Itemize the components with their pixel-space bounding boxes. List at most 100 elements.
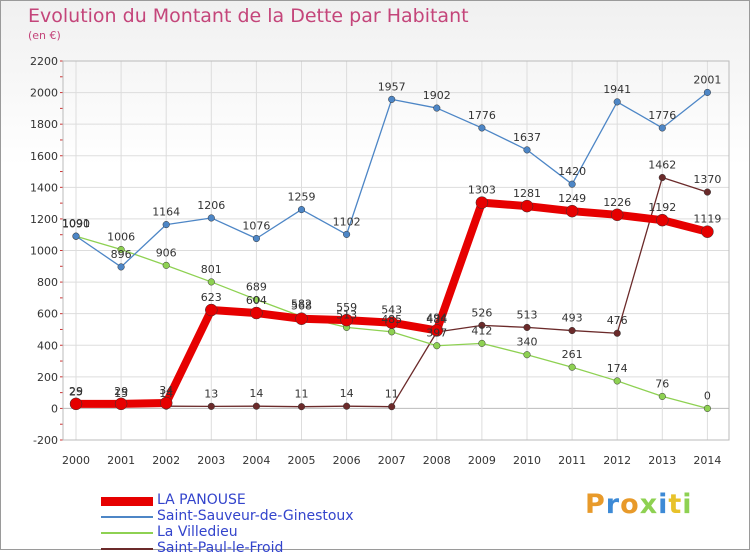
data-label: 13 <box>204 387 218 400</box>
data-point <box>703 188 711 196</box>
data-point <box>520 199 534 213</box>
data-label: 1303 <box>468 184 496 197</box>
data-label: 1006 <box>107 231 135 244</box>
data-point <box>207 402 215 410</box>
data-label: 623 <box>201 291 222 304</box>
data-label: 1102 <box>333 215 361 228</box>
data-label: 29 <box>69 385 83 398</box>
data-label: 1776 <box>468 109 496 122</box>
x-tick-label: 2006 <box>333 454 361 467</box>
y-tick-label: 1800 <box>30 118 58 131</box>
data-label: 0 <box>704 389 711 402</box>
data-point <box>478 124 486 132</box>
x-tick-label: 2003 <box>197 454 225 467</box>
data-label: 1902 <box>423 89 451 102</box>
data-point <box>613 98 621 106</box>
data-label: 1090 <box>62 217 90 230</box>
data-point <box>610 208 624 222</box>
x-tick-label: 2014 <box>693 454 721 467</box>
data-label: 1206 <box>197 199 225 212</box>
legend-swatch <box>101 548 153 550</box>
data-label: 493 <box>562 312 583 325</box>
legend-label: Saint-Sauveur-de-Ginestoux <box>157 508 354 524</box>
x-tick-label: 2001 <box>107 454 135 467</box>
data-label: 689 <box>246 281 267 294</box>
y-tick-label: 2200 <box>30 55 58 68</box>
data-point <box>568 327 576 335</box>
x-tick-label: 2000 <box>62 454 90 467</box>
chart-subtitle: (en €) <box>28 29 61 42</box>
data-label: 261 <box>562 348 583 361</box>
data-label: 801 <box>201 263 222 276</box>
data-point <box>295 312 308 325</box>
data-label: 1420 <box>558 165 586 178</box>
data-point <box>658 392 666 400</box>
data-point <box>475 196 489 209</box>
data-label: 14 <box>249 387 263 400</box>
data-label: 543 <box>381 304 402 317</box>
data-label: 1957 <box>378 80 406 93</box>
proxiti-logo: Proxiti <box>585 489 693 520</box>
x-tick-label: 2009 <box>468 454 496 467</box>
y-tick-label: 600 <box>37 308 58 321</box>
data-label: 1637 <box>513 131 541 144</box>
data-label: 1226 <box>603 196 631 209</box>
x-tick-label: 2007 <box>378 454 406 467</box>
data-point <box>388 403 396 411</box>
data-label: 1941 <box>603 83 631 96</box>
y-tick-label: 1200 <box>30 213 58 226</box>
data-label: 1776 <box>648 109 676 122</box>
data-point <box>568 363 576 371</box>
data-point <box>523 323 531 331</box>
x-tick-label: 2005 <box>288 454 316 467</box>
data-label: 485 <box>381 313 402 326</box>
data-label: 14 <box>340 387 354 400</box>
data-label: 1259 <box>288 191 316 204</box>
data-point <box>114 397 128 411</box>
x-tick-label: 2013 <box>648 454 676 467</box>
data-label: 906 <box>156 246 177 259</box>
data-label: 604 <box>246 294 267 307</box>
data-point <box>343 230 351 238</box>
data-label: 397 <box>426 327 447 340</box>
data-label: 11 <box>295 388 309 401</box>
legend-label: LA PANOUSE <box>157 492 246 508</box>
data-label: 1164 <box>152 206 180 219</box>
series-group <box>69 88 714 412</box>
data-label: 340 <box>517 336 538 349</box>
data-label: 25 <box>69 385 83 398</box>
data-point <box>162 221 170 229</box>
data-point <box>252 402 260 410</box>
y-tick-label: 2000 <box>30 87 58 100</box>
y-tick-label: 0 <box>51 402 58 415</box>
x-tick-label: 2002 <box>152 454 180 467</box>
data-label: 1249 <box>558 192 586 205</box>
data-point <box>568 180 576 188</box>
data-label: 14 <box>159 387 173 400</box>
data-label: 412 <box>471 324 492 337</box>
legend-swatch <box>101 532 153 534</box>
data-point <box>388 328 396 336</box>
x-tick-label: 2004 <box>242 454 270 467</box>
data-point <box>340 313 353 327</box>
data-point <box>523 146 531 154</box>
data-point <box>613 329 621 337</box>
y-tick-label: 200 <box>37 371 58 384</box>
data-label: 1119 <box>693 213 721 226</box>
y-tick-label: 1000 <box>30 245 58 258</box>
data-point <box>117 246 125 254</box>
y-tick-label: 1600 <box>30 150 58 163</box>
chart-title: Evolution du Montant de la Dette par Hab… <box>28 5 469 27</box>
data-label: 174 <box>607 362 628 375</box>
data-label: 896 <box>111 248 132 261</box>
data-label: 2001 <box>693 73 721 86</box>
data-point <box>117 263 125 271</box>
data-label: 476 <box>607 314 628 327</box>
data-point <box>703 88 711 96</box>
data-point <box>658 124 666 132</box>
plot-area <box>62 60 730 441</box>
data-point <box>613 377 621 385</box>
data-point <box>388 95 396 103</box>
data-point <box>433 342 441 350</box>
